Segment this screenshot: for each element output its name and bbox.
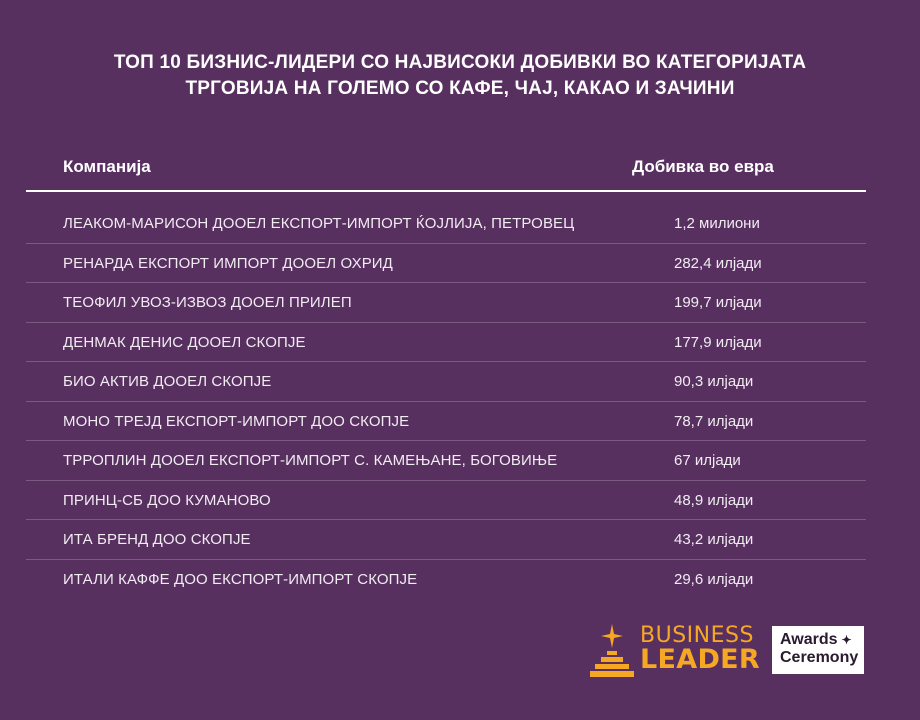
table-row: ДЕНМАК ДЕНИС ДООЕЛ СКОПЈЕ 177,9 илјади <box>26 323 866 362</box>
logo-line-2: LEADER <box>640 644 760 675</box>
table-row: ИТАЛИ КАФФЕ ДОО ЕКСПОРТ-ИМПОРТ СКОПЈЕ 29,… <box>26 560 866 599</box>
logo-wordmark: BUSINESS LEADER <box>640 623 760 675</box>
table-row: ПРИНЦ-СБ ДОО КУМАНОВО 48,9 илјади <box>26 481 866 520</box>
company-name: ПРИНЦ-СБ ДОО КУМАНОВО <box>63 491 271 509</box>
table-row: ТРРОПЛИН ДООЕЛ ЕКСПОРТ-ИМПОРТ С. КАМЕЊАН… <box>26 441 866 481</box>
star-podium-icon <box>590 624 634 677</box>
company-name: ТРРОПЛИН ДООЕЛ ЕКСПОРТ-ИМПОРТ С. КАМЕЊАН… <box>63 452 558 469</box>
company-name: РЕНАРДА ЕКСПОРТ ИМПОРТ ДООЕЛ ОХРИД <box>63 254 393 272</box>
badge-line-2: Ceremony <box>780 649 859 666</box>
company-name: МОНО ТРЕЈД ЕКСПОРТ-ИМПОРТ ДОО СКОПЈЕ <box>63 412 410 430</box>
sparkle-icon: ✦ <box>841 633 852 647</box>
profit-value: 1,2 милиони <box>674 215 760 232</box>
badge-line-1: Awards <box>780 631 838 648</box>
profit-value: 90,3 илјади <box>674 373 754 390</box>
profit-value: 43,2 илјади <box>674 531 754 548</box>
table-row: ТЕОФИЛ УВОЗ-ИЗВОЗ ДООЕЛ ПРИЛЕП 199,7 илја… <box>26 283 866 323</box>
logo-line-1: BUSINESS <box>640 623 754 648</box>
company-name: ИТАЛИ КАФФЕ ДОО ЕКСПОРТ-ИМПОРТ СКОПЈЕ <box>63 570 418 588</box>
column-header-profit: Добивка во евра <box>632 157 774 176</box>
company-name: БИО АКТИВ ДООЕЛ СКОПЈЕ <box>63 373 272 390</box>
profit-value: 177,9 илјади <box>674 333 762 351</box>
company-name: ДЕНМАК ДЕНИС ДООЕЛ СКОПЈЕ <box>63 333 306 351</box>
table-row: ЛЕАКОМ-МАРИСОН ДООЕЛ ЕКСПОРТ-ИМПОРТ ЌОЈЛ… <box>26 204 866 244</box>
title-line-1: ТОП 10 БИЗНИС-ЛИДЕРИ СО НАЈВИСОКИ ДОБИВК… <box>113 52 807 73</box>
column-header-company: Компанија <box>63 157 151 176</box>
table-row: МОНО ТРЕЈД ЕКСПОРТ-ИМПОРТ ДОО СКОПЈЕ 78,7… <box>26 402 866 441</box>
company-name: ЛЕАКОМ-МАРИСОН ДООЕЛ ЕКСПОРТ-ИМПОРТ ЌОЈЛ… <box>63 215 575 232</box>
table-row: РЕНАРДА ЕКСПОРТ ИМПОРТ ДООЕЛ ОХРИД 282,4 … <box>26 244 866 283</box>
business-leader-logo: BUSINESS LEADER Awards ✦ Ceremony <box>590 622 880 678</box>
profit-value: 282,4 илјади <box>674 254 762 272</box>
table-header: Компанија Добивка во евра <box>26 150 866 192</box>
profit-value: 48,9 илјади <box>674 491 754 509</box>
company-name: ИТА БРЕНД ДОО СКОПЈЕ <box>63 531 251 548</box>
table-body: ЛЕАКОМ-МАРИСОН ДООЕЛ ЕКСПОРТ-ИМПОРТ ЌОЈЛ… <box>26 204 866 598</box>
profit-value: 78,7 илјади <box>674 412 754 430</box>
table-row: БИО АКТИВ ДООЕЛ СКОПЈЕ 90,3 илјади <box>26 362 866 402</box>
title-line-2: ТРГОВИЈА НА ГОЛЕМО СО КАФЕ, ЧАЈ, КАКАО И… <box>185 78 735 99</box>
ranking-table: Компанија Добивка во евра ЛЕАКОМ-МАРИСОН… <box>26 150 866 598</box>
table-row: ИТА БРЕНД ДОО СКОПЈЕ 43,2 илјади <box>26 520 866 560</box>
page-title: ТОП 10 БИЗНИС-ЛИДЕРИ СО НАЈВИСОКИ ДОБИВК… <box>0 50 920 102</box>
company-name: ТЕОФИЛ УВОЗ-ИЗВОЗ ДООЕЛ ПРИЛЕП <box>63 294 352 311</box>
profit-value: 67 илјади <box>674 452 741 469</box>
profit-value: 29,6 илјади <box>674 570 754 588</box>
awards-ceremony-badge: Awards ✦ Ceremony <box>772 626 864 674</box>
profit-value: 199,7 илјади <box>674 294 762 311</box>
